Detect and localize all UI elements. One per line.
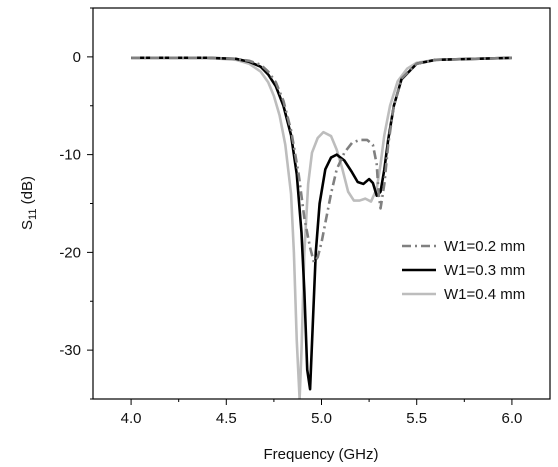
x-tick-label: 4.5 (216, 410, 237, 427)
legend-label-2: W1=0.3 mm (444, 262, 525, 279)
x-tick-label: 6.0 (501, 410, 522, 427)
y-tick-label: -20 (59, 244, 81, 261)
legend: W1=0.2 mm W1=0.3 mm W1=0.4 mm (402, 238, 525, 303)
y-axis-title-unit: (dB) (19, 176, 36, 209)
series-layer (131, 56, 512, 399)
legend-label-3: W1=0.4 mm (444, 286, 525, 303)
series-line-3 (131, 56, 512, 399)
y-axis-title-sub: 11 (27, 209, 39, 220)
x-tick-label: 5.0 (311, 410, 332, 427)
series-line-1 (131, 56, 512, 264)
y-tick-label: -30 (59, 342, 81, 359)
x-tick-label: 4.0 (121, 410, 142, 427)
y-tick-label: -10 (59, 147, 81, 164)
ticks-layer: 4.0 4.5 5.0 5.5 6.0 0 -10 -20 -30 (59, 7, 522, 427)
y-axis-title: S11 (dB) (19, 176, 39, 230)
legend-label-1: W1=0.2 mm (444, 238, 525, 255)
plot-frame (92, 7, 551, 400)
series-line-2 (131, 56, 512, 391)
x-axis-title: Frequency (GHz) (263, 446, 378, 463)
x-tick-label: 5.5 (406, 410, 427, 427)
y-tick-label: 0 (73, 49, 81, 66)
y-axis-title-main: S (19, 220, 36, 230)
